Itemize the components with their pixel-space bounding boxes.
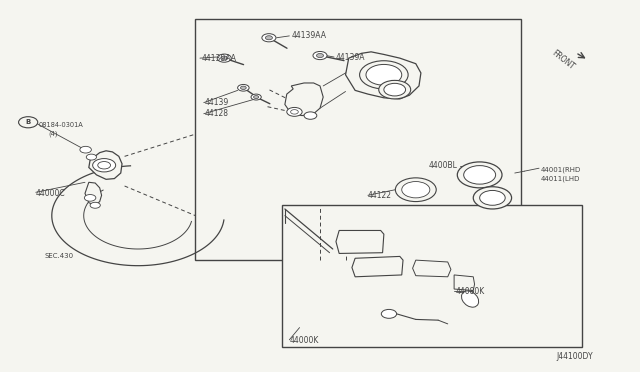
Circle shape	[366, 64, 402, 85]
Circle shape	[381, 310, 397, 318]
Circle shape	[84, 195, 96, 201]
Polygon shape	[89, 151, 122, 179]
Text: 44139AA: 44139AA	[202, 54, 237, 62]
Text: 4400BL: 4400BL	[429, 161, 458, 170]
Text: 44080K: 44080K	[456, 287, 484, 296]
Circle shape	[237, 84, 249, 91]
Circle shape	[86, 154, 97, 160]
Polygon shape	[346, 52, 421, 99]
Ellipse shape	[461, 291, 479, 307]
Text: 44001(RHD: 44001(RHD	[540, 166, 580, 173]
Polygon shape	[413, 260, 451, 277]
Text: FRONT: FRONT	[550, 48, 576, 71]
Circle shape	[241, 86, 246, 89]
Circle shape	[287, 108, 302, 116]
Circle shape	[304, 112, 317, 119]
Text: 44000C: 44000C	[36, 189, 65, 198]
Circle shape	[458, 162, 502, 188]
Circle shape	[291, 110, 298, 114]
Circle shape	[479, 190, 505, 205]
Text: SEC.430: SEC.430	[44, 253, 73, 259]
Circle shape	[251, 94, 261, 100]
Bar	[195, 19, 521, 260]
Circle shape	[217, 54, 231, 62]
Polygon shape	[336, 231, 384, 253]
Text: 08184-0301A: 08184-0301A	[39, 122, 84, 128]
Text: (4): (4)	[49, 131, 58, 137]
Text: 44128: 44128	[205, 109, 229, 118]
Circle shape	[464, 166, 495, 184]
Circle shape	[360, 61, 408, 89]
Circle shape	[221, 56, 228, 60]
Text: B: B	[26, 119, 31, 125]
Text: 44122: 44122	[368, 191, 392, 200]
Circle shape	[313, 51, 327, 60]
Text: 44000K: 44000K	[289, 336, 319, 346]
Bar	[282, 205, 582, 347]
Circle shape	[266, 36, 273, 40]
Circle shape	[262, 34, 276, 42]
Polygon shape	[454, 275, 474, 291]
Circle shape	[473, 187, 511, 209]
Circle shape	[98, 161, 111, 169]
Circle shape	[90, 202, 100, 208]
Circle shape	[384, 83, 406, 96]
Text: 44011(LHD: 44011(LHD	[540, 175, 580, 182]
Circle shape	[379, 80, 411, 99]
Text: 44139AA: 44139AA	[291, 31, 326, 41]
Circle shape	[396, 178, 436, 202]
Circle shape	[80, 146, 92, 153]
Circle shape	[19, 117, 38, 128]
Text: 44139A: 44139A	[336, 52, 365, 61]
Text: 44139: 44139	[205, 98, 229, 107]
Text: J44100DY: J44100DY	[556, 352, 593, 361]
Polygon shape	[85, 182, 102, 205]
Circle shape	[317, 54, 323, 58]
Polygon shape	[352, 256, 403, 277]
Circle shape	[253, 96, 259, 99]
Circle shape	[402, 182, 430, 198]
Polygon shape	[285, 83, 323, 116]
Circle shape	[93, 158, 116, 172]
